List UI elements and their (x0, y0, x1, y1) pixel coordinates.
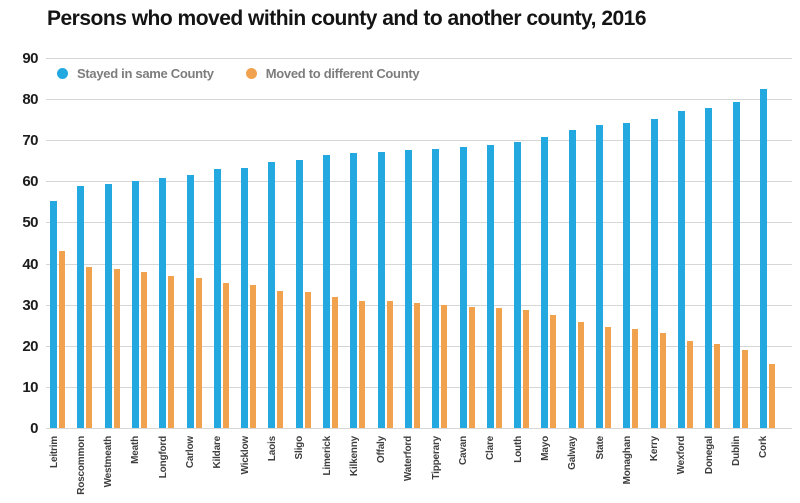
bar-stayed-kerry (650, 119, 658, 428)
bar-moved-roscommon (86, 266, 93, 428)
bar-moved-wexford (686, 341, 693, 428)
bar-moved-laois (277, 291, 284, 428)
bar-moved-waterford (413, 303, 420, 428)
legend-item-moved: Moved to different County (245, 66, 420, 81)
bar-moved-louth (523, 310, 530, 428)
bar-stayed-wexford (677, 111, 685, 428)
bar-stayed-cork (759, 88, 767, 428)
bar-moved-longford (168, 275, 175, 428)
legend-label-stayed: Stayed in same County (77, 66, 214, 81)
bar-stayed-mayo (541, 136, 549, 428)
moved-series-dot-icon (245, 68, 257, 79)
bar-stayed-galway (568, 129, 576, 428)
chart-title: Persons who moved within county and to a… (47, 7, 647, 30)
y-axis-label-0: 0 (30, 420, 38, 437)
bar-stayed-sligo (295, 160, 303, 428)
bar-stayed-tipperary (432, 148, 440, 428)
bar-moved-carlow (195, 277, 202, 428)
y-axis-label-80: 80 (22, 91, 38, 108)
bar-moved-donegal (714, 344, 721, 428)
bar-moved-offaly (386, 301, 393, 428)
bar-moved-sligo (304, 291, 311, 428)
bar-moved-kilkenny (359, 300, 366, 428)
bar-moved-wicklow (250, 284, 257, 428)
gridline-40 (46, 264, 792, 265)
bar-moved-cork (768, 364, 775, 428)
bar-moved-dublin (741, 350, 748, 428)
legend: Stayed in same County Moved to different… (57, 66, 420, 81)
bar-moved-mayo (550, 315, 557, 428)
y-axis-label-70: 70 (22, 132, 38, 149)
bar-stayed-kilkenny (350, 152, 358, 428)
bar-stayed-longford (159, 178, 167, 428)
bar-stayed-offaly (377, 151, 385, 428)
bar-stayed-meath (131, 180, 139, 428)
bar-moved-cavan (468, 306, 475, 428)
bar-stayed-wicklow (241, 167, 249, 428)
gridline-70 (46, 140, 792, 141)
bar-stayed-kildare (213, 169, 221, 428)
bar-moved-meath (140, 271, 147, 428)
bar-moved-westmeath (113, 269, 120, 428)
legend-item-stayed: Stayed in same County (57, 66, 214, 81)
bar-stayed-monaghan (623, 122, 631, 428)
gridline-90 (46, 58, 792, 59)
bar-moved-monaghan (632, 329, 639, 428)
bar-moved-tipperary (441, 304, 448, 428)
bar-moved-galway (577, 321, 584, 428)
legend-label-moved: Moved to different County (265, 66, 420, 81)
bar-moved-kerry (659, 333, 666, 428)
bar-stayed-state (596, 125, 603, 428)
bar-moved-state (605, 326, 611, 428)
bar-moved-limerick (332, 297, 338, 428)
bar-stayed-limerick (323, 155, 330, 428)
bar-stayed-westmeath (104, 184, 112, 428)
y-axis-label-20: 20 (22, 338, 38, 355)
bar-stayed-dublin (732, 101, 740, 428)
bar-moved-leitrim (59, 250, 65, 428)
y-axis-label-10: 10 (22, 379, 38, 396)
y-axis-label-40: 40 (22, 256, 38, 273)
bar-stayed-laois (268, 162, 276, 428)
bar-stayed-cavan (459, 146, 467, 428)
bar-moved-clare (495, 308, 502, 428)
gridline-0 (46, 428, 792, 429)
stayed-series-dot-icon (57, 68, 68, 79)
bar-stayed-louth (514, 142, 522, 428)
bar-stayed-carlow (186, 175, 194, 428)
bar-stayed-waterford (404, 150, 412, 428)
bar-stayed-leitrim (50, 201, 57, 428)
bar-stayed-donegal (705, 108, 713, 428)
gridline-60 (46, 181, 792, 182)
y-axis-label-30: 30 (22, 297, 38, 314)
y-axis-label-50: 50 (22, 214, 38, 231)
y-axis-label-60: 60 (22, 173, 38, 190)
bar-stayed-roscommon (77, 186, 85, 428)
bar-moved-kildare (222, 283, 229, 428)
gridline-80 (46, 99, 792, 100)
gridline-50 (46, 222, 792, 223)
y-axis-label-90: 90 (22, 50, 38, 67)
bar-stayed-clare (486, 144, 494, 428)
